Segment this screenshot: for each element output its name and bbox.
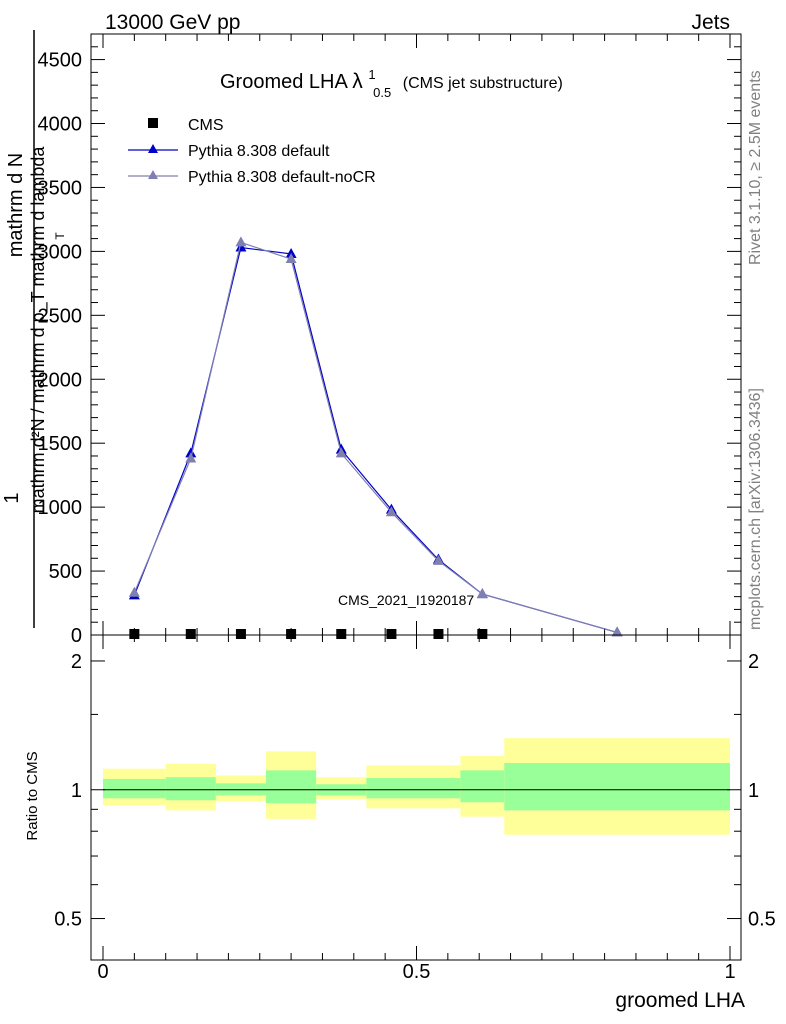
x-axis-label: groomed LHA (615, 989, 745, 1012)
ratio-panel-axes: 0.5 0.5 1 1 2 2 0 0.5 1 (54, 635, 776, 983)
main-y-axis-label: 1 mathrm d N mathrm d²N / mathrm d p_T m… (1, 30, 67, 628)
header-category: Jets (691, 11, 730, 34)
mcplots-label: mcplots.cern.ch [arXiv:1306.3436] (747, 388, 764, 630)
ratio-band-inner (366, 778, 461, 799)
main-panel-series (128, 236, 623, 639)
legend-label-nocr: Pythia 8.308 default-noCR (188, 169, 376, 186)
ratio-band-inner (504, 762, 730, 811)
ratio-y-axis-label: Ratio to CMS (24, 751, 41, 840)
data-point-cms (235, 629, 246, 639)
ratio-band-inner (103, 778, 166, 799)
y-tick-label: 4500 (38, 50, 83, 72)
legend-label-cms: CMS (188, 117, 224, 134)
y-tick-label: 3000 (38, 241, 83, 263)
y-tick-label: 0 (71, 625, 82, 647)
data-point-2 (432, 554, 444, 565)
ratio-y-tick-label: 2 (71, 651, 82, 673)
data-point-1 (285, 247, 297, 258)
data-point-cms (386, 629, 397, 639)
main-panel-axes: 0 500 1000 1500 2000 2500 3000 3500 4000 4500 (38, 34, 741, 647)
ylabel-prefix: 1 (1, 492, 23, 503)
ylabel-subscript: T (53, 232, 67, 240)
header-process: 13000 GeV pp (105, 11, 240, 34)
data-point-2 (185, 452, 197, 463)
ratio-bands (103, 738, 730, 835)
data-point-cms (129, 629, 140, 639)
legend-marker-default (148, 144, 158, 153)
legend-marker-cms (148, 118, 158, 128)
ylabel-numerator: mathrm d N (5, 153, 27, 257)
rivet-version-label: Rivet 3.1.10, ≥ 2.5M events (747, 70, 764, 265)
legend-label-default: Pythia 8.308 default (188, 143, 330, 160)
ratio-y-tick-label-right: 2 (748, 651, 759, 673)
ylabel-denominator: mathrm d²N / mathrm d p_T mathrm d lambd… (28, 146, 49, 514)
data-point-cms (477, 629, 488, 639)
plot-title: Groomed LHA λ 1 0.5 (CMS jet substructur… (220, 62, 563, 102)
data-point-1 (185, 447, 197, 458)
data-point-2 (285, 253, 297, 264)
data-point-2 (335, 447, 347, 458)
x-tick-label: 1 (724, 961, 735, 983)
ratio-band-inner (165, 777, 216, 801)
data-point-2 (611, 626, 623, 637)
y-tick-label: 2000 (38, 369, 83, 391)
data-point-2 (476, 588, 488, 599)
data-point-cms (433, 629, 444, 639)
data-point-1 (235, 241, 247, 252)
x-tick-label: 0.5 (403, 961, 431, 983)
ratio-y-tick-label-right: 0.5 (748, 909, 776, 931)
series-line-1 (133, 246, 618, 633)
y-tick-label: 4000 (38, 114, 83, 136)
ratio-y-tick-label: 0.5 (54, 909, 82, 931)
data-point-2 (128, 586, 140, 597)
y-tick-label: 500 (49, 561, 82, 583)
ratio-y-tick-label-right: 1 (748, 780, 759, 802)
data-point-cms (336, 629, 347, 639)
y-tick-label: 1000 (38, 497, 83, 519)
y-tick-label: 1500 (38, 433, 83, 455)
ratio-band-inner (460, 770, 505, 803)
series-line-2 (133, 241, 618, 633)
x-tick-label: 0 (97, 961, 108, 983)
y-tick-label: 2500 (38, 305, 83, 327)
data-point-cms (185, 629, 196, 639)
data-point-2 (235, 236, 247, 247)
data-point-cms (286, 629, 297, 639)
ratio-band-inner (266, 770, 317, 804)
legend: CMS Pythia 8.308 default Pythia 8.308 de… (128, 117, 376, 186)
analysis-watermark: CMS_2021_I1920187 (338, 592, 474, 608)
y-tick-label: 3500 (38, 177, 83, 199)
data-point-2 (385, 506, 397, 517)
ratio-y-tick-label: 1 (71, 780, 82, 802)
legend-marker-nocr (148, 170, 158, 179)
